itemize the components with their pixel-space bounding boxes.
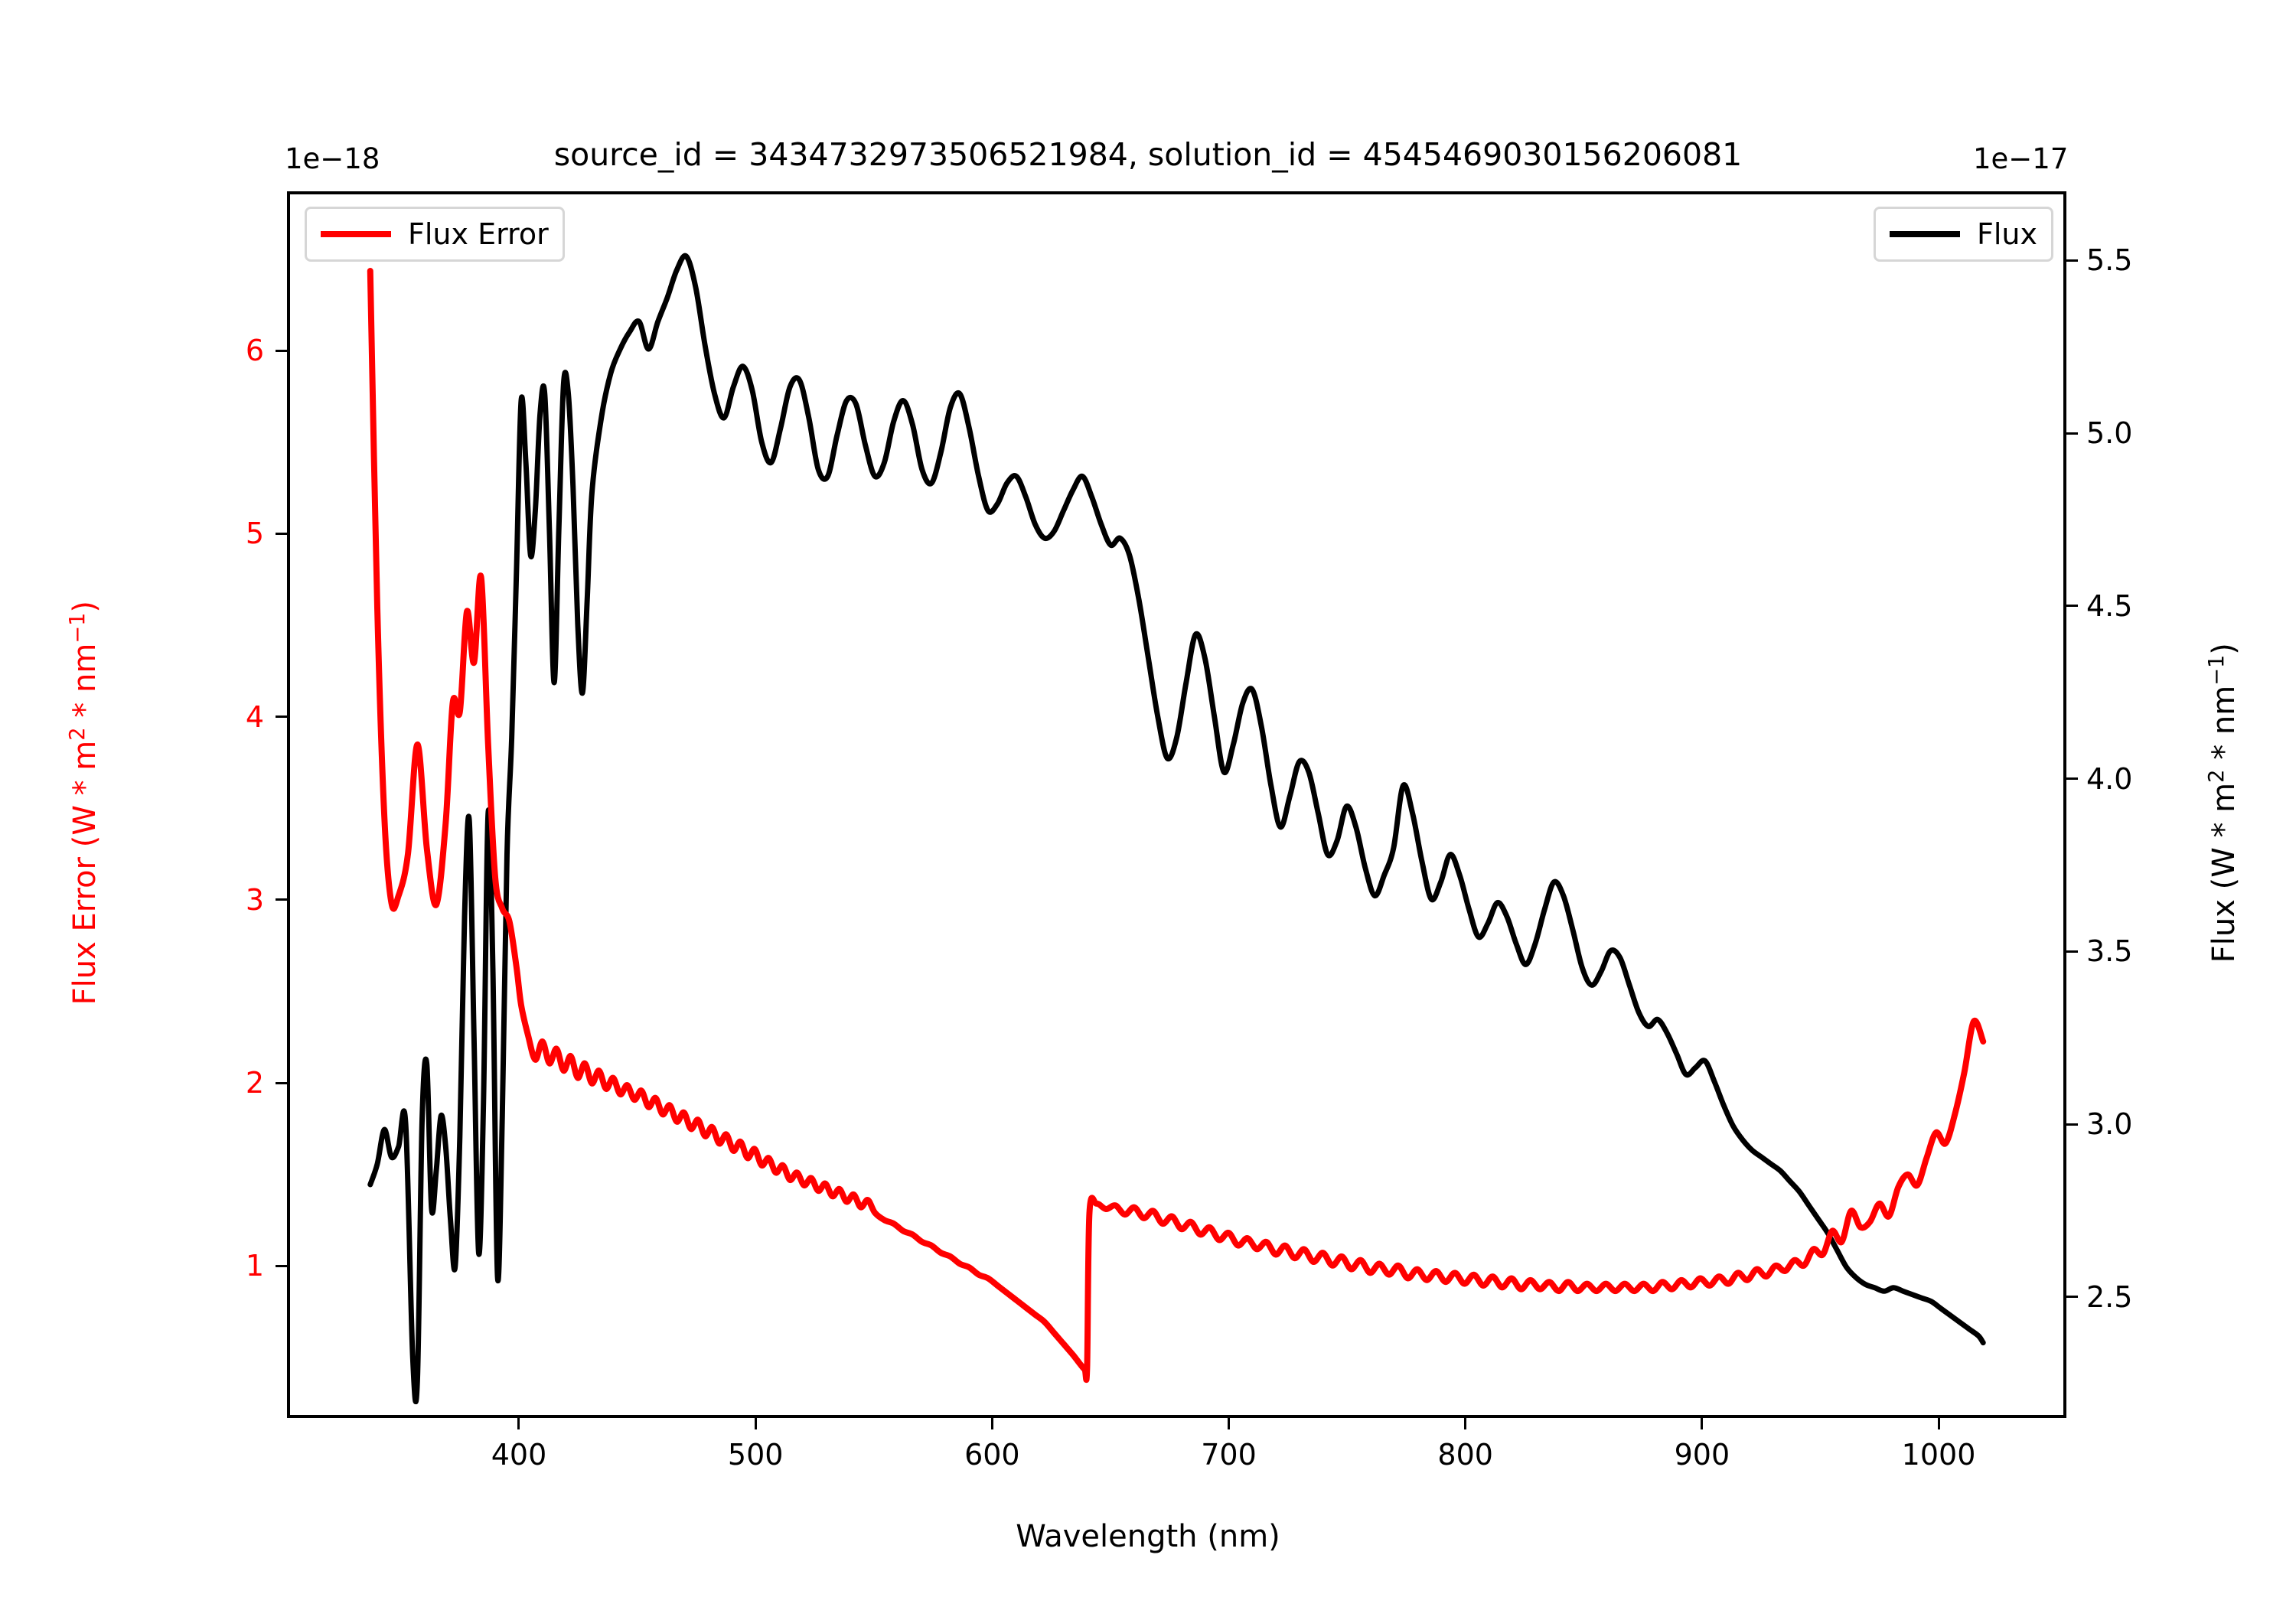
- left-y-tick-label: 4: [245, 699, 264, 734]
- legend-flux-error[interactable]: Flux Error: [305, 207, 565, 262]
- left-y-tick-mark: [276, 715, 287, 719]
- x-tick-mark: [754, 1418, 757, 1429]
- x-tick-label: 700: [1201, 1438, 1257, 1472]
- page-title: source_id = 3434732973506521984, solutio…: [553, 136, 1743, 173]
- left-y-tick-label: 3: [245, 882, 264, 917]
- right-axis-offset-text: 1e−17: [1973, 142, 2069, 175]
- flux-line: [367, 253, 1986, 1404]
- left-y-axis-label-prefix: Flux Error (W * m: [67, 740, 103, 1006]
- right-y-axis-label: Flux (W * m2 * nm−1): [2205, 458, 2242, 1147]
- x-tick-label: 400: [491, 1438, 547, 1472]
- x-tick-label: 800: [1437, 1438, 1493, 1472]
- left-y-tick-mark: [276, 1081, 287, 1084]
- x-tick-mark: [1464, 1418, 1467, 1429]
- right-y-tick-mark: [2066, 1296, 2078, 1299]
- right-y-tick-label: 3.0: [2086, 1107, 2133, 1142]
- left-y-axis-label-suffix: ): [67, 600, 103, 613]
- x-tick-mark: [1701, 1418, 1704, 1429]
- left-y-tick-mark: [276, 898, 287, 901]
- x-axis-label: Wavelength (nm): [1016, 1519, 1280, 1554]
- right-y-tick-label: 5.0: [2086, 416, 2133, 451]
- right-y-tick-label: 3.5: [2086, 934, 2133, 969]
- left-y-tick-label: 5: [245, 517, 264, 551]
- legend-label-flux: Flux: [1977, 217, 2037, 251]
- x-tick-label: 600: [964, 1438, 1020, 1472]
- left-y-axis-label-sup2: −1: [65, 612, 90, 644]
- left-y-axis-label-sup1: 2: [65, 727, 90, 741]
- x-tick-mark: [1228, 1418, 1231, 1429]
- legend-line-flux-error: [321, 231, 391, 237]
- right-y-tick-label: 5.5: [2086, 243, 2133, 278]
- left-y-axis-label-mid: * nm: [67, 643, 103, 728]
- left-y-tick-mark: [276, 349, 287, 352]
- right-y-axis-label-mid: * nm: [2206, 685, 2242, 770]
- right-y-tick-mark: [2066, 1123, 2078, 1126]
- left-y-axis-label: Flux Error (W * m2 * nm−1): [66, 458, 103, 1147]
- right-y-tick-label: 4.5: [2086, 588, 2133, 623]
- right-y-axis-label-prefix: Flux (W * m: [2206, 782, 2242, 963]
- x-tick-mark: [990, 1418, 993, 1429]
- left-y-tick-label: 6: [245, 334, 264, 368]
- left-axis-offset-text: 1e−18: [285, 142, 380, 175]
- x-tick-label: 1000: [1901, 1438, 1976, 1472]
- right-y-tick-mark: [2066, 259, 2078, 262]
- right-y-tick-label: 2.5: [2086, 1279, 2133, 1314]
- legend-line-flux: [1890, 231, 1960, 237]
- right-y-tick-mark: [2066, 605, 2078, 608]
- flux-error-line: [367, 268, 1987, 1384]
- right-y-tick-mark: [2066, 777, 2078, 781]
- right-y-axis-label-sup2: −1: [2204, 654, 2229, 686]
- right-y-tick-mark: [2066, 432, 2078, 435]
- x-tick-label: 900: [1674, 1438, 1730, 1472]
- plot-axes: [287, 191, 2066, 1418]
- right-y-axis-label-sup1: 2: [2204, 769, 2229, 783]
- left-y-tick-label: 1: [245, 1249, 264, 1283]
- right-y-tick-label: 4.0: [2086, 761, 2133, 796]
- spectrum-plot: [367, 253, 1987, 1404]
- left-y-tick-label: 2: [245, 1066, 264, 1100]
- x-tick-mark: [517, 1418, 520, 1429]
- left-y-tick-mark: [276, 1264, 287, 1267]
- x-tick-label: 500: [727, 1438, 784, 1472]
- left-y-tick-mark: [276, 532, 287, 535]
- right-y-tick-mark: [2066, 950, 2078, 953]
- legend-label-flux-error: Flux Error: [408, 217, 549, 251]
- x-tick-mark: [1937, 1418, 1940, 1429]
- legend-flux[interactable]: Flux: [1874, 207, 2053, 262]
- right-y-axis-label-suffix: ): [2206, 643, 2242, 655]
